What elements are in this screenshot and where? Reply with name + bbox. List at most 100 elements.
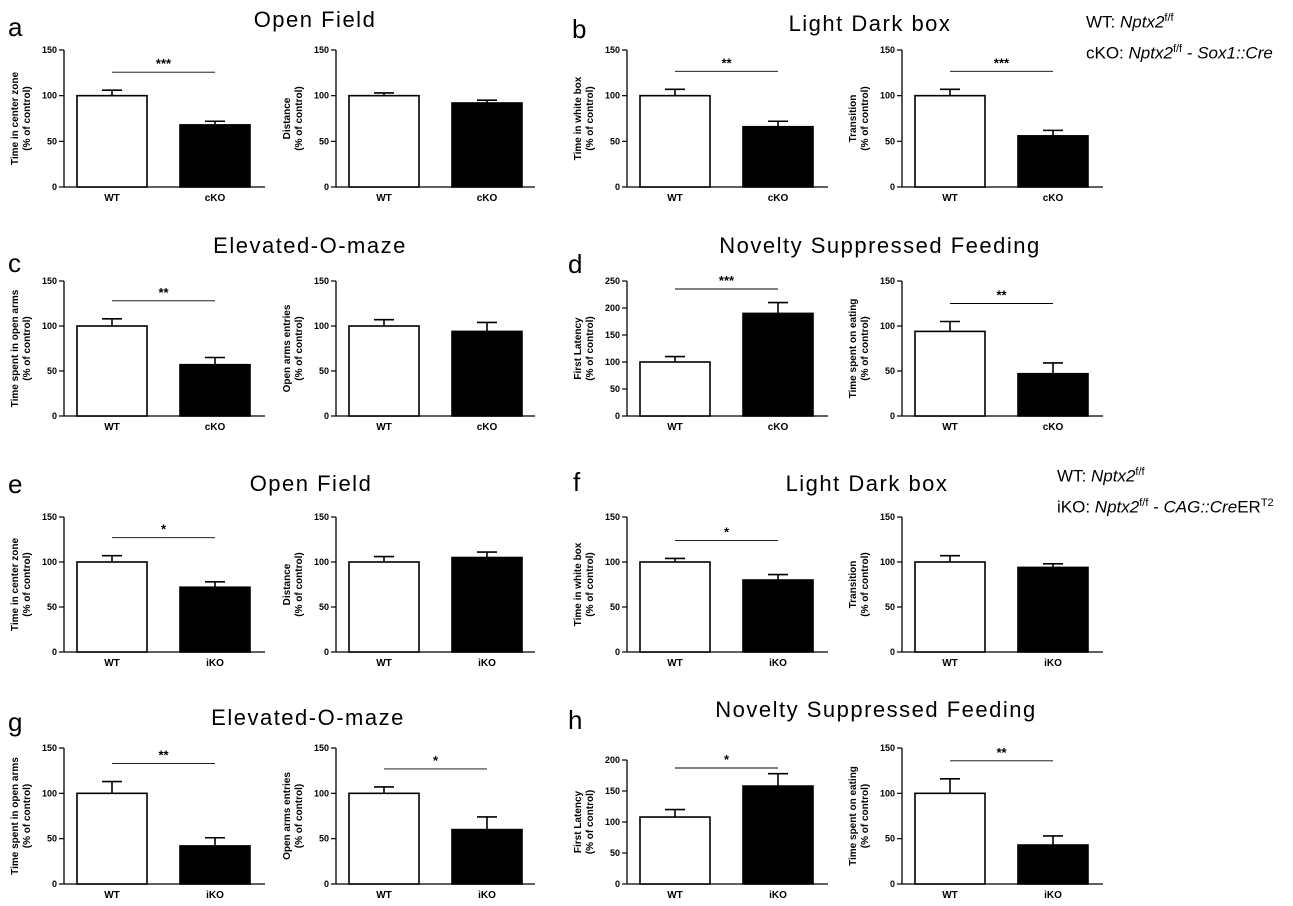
significance-label: **	[996, 288, 1007, 303]
x-category-label: cKO	[1043, 422, 1064, 433]
y-tick-label: 150	[42, 276, 57, 286]
y-tick-label: 150	[42, 512, 57, 522]
y-tick-label: 0	[890, 411, 895, 421]
significance-label: ***	[719, 273, 735, 288]
x-category-label: cKO	[1043, 193, 1064, 204]
y-tick-label: 150	[314, 743, 329, 753]
x-category-label: cKO	[768, 422, 789, 433]
bar-wt	[914, 792, 986, 885]
y-axis-label: First Latency	[573, 790, 584, 853]
y-tick-label: 50	[47, 602, 57, 612]
y-tick-label: 100	[42, 321, 57, 331]
genotype-legend-bottom: WT: Nptx2f/f iKO: Nptx2f/f - CAG::CreERT…	[1057, 462, 1274, 517]
y-tick-label: 50	[319, 602, 329, 612]
y-tick-label: 0	[324, 879, 329, 889]
y-tick-label: 0	[890, 647, 895, 657]
x-category-label: WT	[667, 422, 683, 433]
bar-wt	[914, 561, 986, 653]
y-tick-label: 150	[42, 743, 57, 753]
y-axis-label: (% of control)	[860, 86, 871, 150]
y-tick-label: 150	[880, 276, 895, 286]
y-tick-label: 0	[615, 182, 620, 192]
x-category-label: cKO	[477, 422, 498, 433]
bar-wt	[639, 816, 711, 885]
y-tick-label: 0	[615, 647, 620, 657]
y-tick-label: 200	[605, 755, 620, 765]
panel-letter-g: g	[8, 707, 23, 737]
y-axis-label: (% of control)	[22, 86, 33, 150]
significance-label: **	[158, 285, 169, 300]
bar-chart-b-right: 0 50 100 150 Transition (% of control) WT cKO **…	[848, 45, 1103, 204]
x-category-label: WT	[942, 193, 958, 204]
x-category-label: WT	[942, 890, 958, 901]
y-tick-label: 50	[610, 848, 620, 858]
x-category-label: iKO	[478, 890, 496, 901]
y-tick-label: 100	[42, 788, 57, 798]
panel-letter-b: b	[572, 14, 587, 44]
bar-chart-g-right: 0 50 100 150 Open arms entries (% of control)…	[282, 743, 535, 901]
x-category-label: WT	[667, 658, 683, 669]
y-tick-label: 150	[605, 512, 620, 522]
legend-iko-line: iKO: Nptx2f/f - CAG::CreERT2	[1057, 496, 1274, 517]
y-tick-label: 100	[605, 557, 620, 567]
y-axis-label: Open arms entries	[282, 304, 293, 392]
x-category-label: WT	[942, 658, 958, 669]
section-title-b: Light Dark box	[788, 11, 952, 36]
significance-label: **	[158, 748, 169, 763]
y-tick-label: 100	[880, 788, 895, 798]
x-category-label: WT	[667, 890, 683, 901]
y-tick-label: 100	[880, 91, 895, 101]
bar-chart-c-right: 0 50 100 150 Open arms entries (% of control)…	[282, 276, 535, 433]
bar-iko	[1017, 566, 1089, 653]
section-title-h: Novelty Suppressed Feeding	[715, 697, 1037, 722]
significance-label: *	[161, 522, 167, 537]
y-tick-label: 150	[880, 512, 895, 522]
x-category-label: iKO	[478, 658, 496, 669]
section-title-f: Light Dark box	[785, 471, 949, 496]
y-axis-label: Time in white box	[573, 542, 584, 626]
section-title-e: Open Field	[249, 471, 373, 496]
y-tick-label: 150	[880, 743, 895, 753]
legend-cko-line: cKO: Nptx2f/f - Sox1::Cre	[1086, 42, 1273, 63]
x-category-label: iKO	[769, 890, 787, 901]
bar-wt	[914, 330, 986, 417]
y-tick-label: 50	[47, 136, 57, 146]
y-axis-label: Open arms entries	[282, 772, 293, 860]
panel-letter-e: e	[8, 469, 23, 499]
x-category-label: iKO	[206, 658, 224, 669]
significance-label: *	[724, 752, 730, 767]
y-tick-label: 100	[314, 788, 329, 798]
section-title-c: Elevated-O-maze	[213, 233, 407, 258]
bar-wt	[639, 94, 711, 188]
significance-label: ***	[156, 56, 172, 71]
x-category-label: WT	[104, 658, 120, 669]
y-tick-label: 150	[42, 45, 57, 55]
bar-chart-d-right: 0 50 100 150 Time spent on eating (% of contr…	[848, 276, 1103, 433]
panel-letter-c: c	[8, 248, 21, 278]
x-category-label: WT	[376, 193, 392, 204]
significance-label: **	[996, 745, 1007, 760]
y-axis-label: (% of control)	[294, 784, 305, 848]
bar-wt	[348, 792, 420, 885]
y-axis-label: (% of control)	[22, 316, 33, 380]
x-category-label: WT	[104, 193, 120, 204]
bar-iko	[179, 586, 251, 653]
y-tick-label: 100	[42, 91, 57, 101]
y-axis-label: (% of control)	[585, 790, 596, 854]
y-tick-label: 50	[610, 136, 620, 146]
significance-label: ***	[994, 55, 1010, 70]
y-tick-label: 150	[314, 45, 329, 55]
y-axis-label: Time spent in open arms	[10, 289, 21, 407]
bar-cko	[179, 363, 251, 417]
significance-label: *	[433, 753, 439, 768]
bar-cko	[1017, 372, 1089, 417]
y-tick-label: 150	[605, 786, 620, 796]
y-tick-label: 0	[615, 879, 620, 889]
bar-wt	[76, 792, 148, 885]
y-tick-label: 0	[324, 411, 329, 421]
bar-chart-h-left: 0 50 100 150 200 First Latency (% of control) W…	[573, 752, 828, 901]
bar-wt	[348, 325, 420, 417]
x-category-label: iKO	[1044, 658, 1062, 669]
y-axis-label: Distance	[282, 563, 293, 605]
bar-chart-a-right: 0 50 100 150 Distance (% of control) WT cKO	[282, 45, 535, 204]
